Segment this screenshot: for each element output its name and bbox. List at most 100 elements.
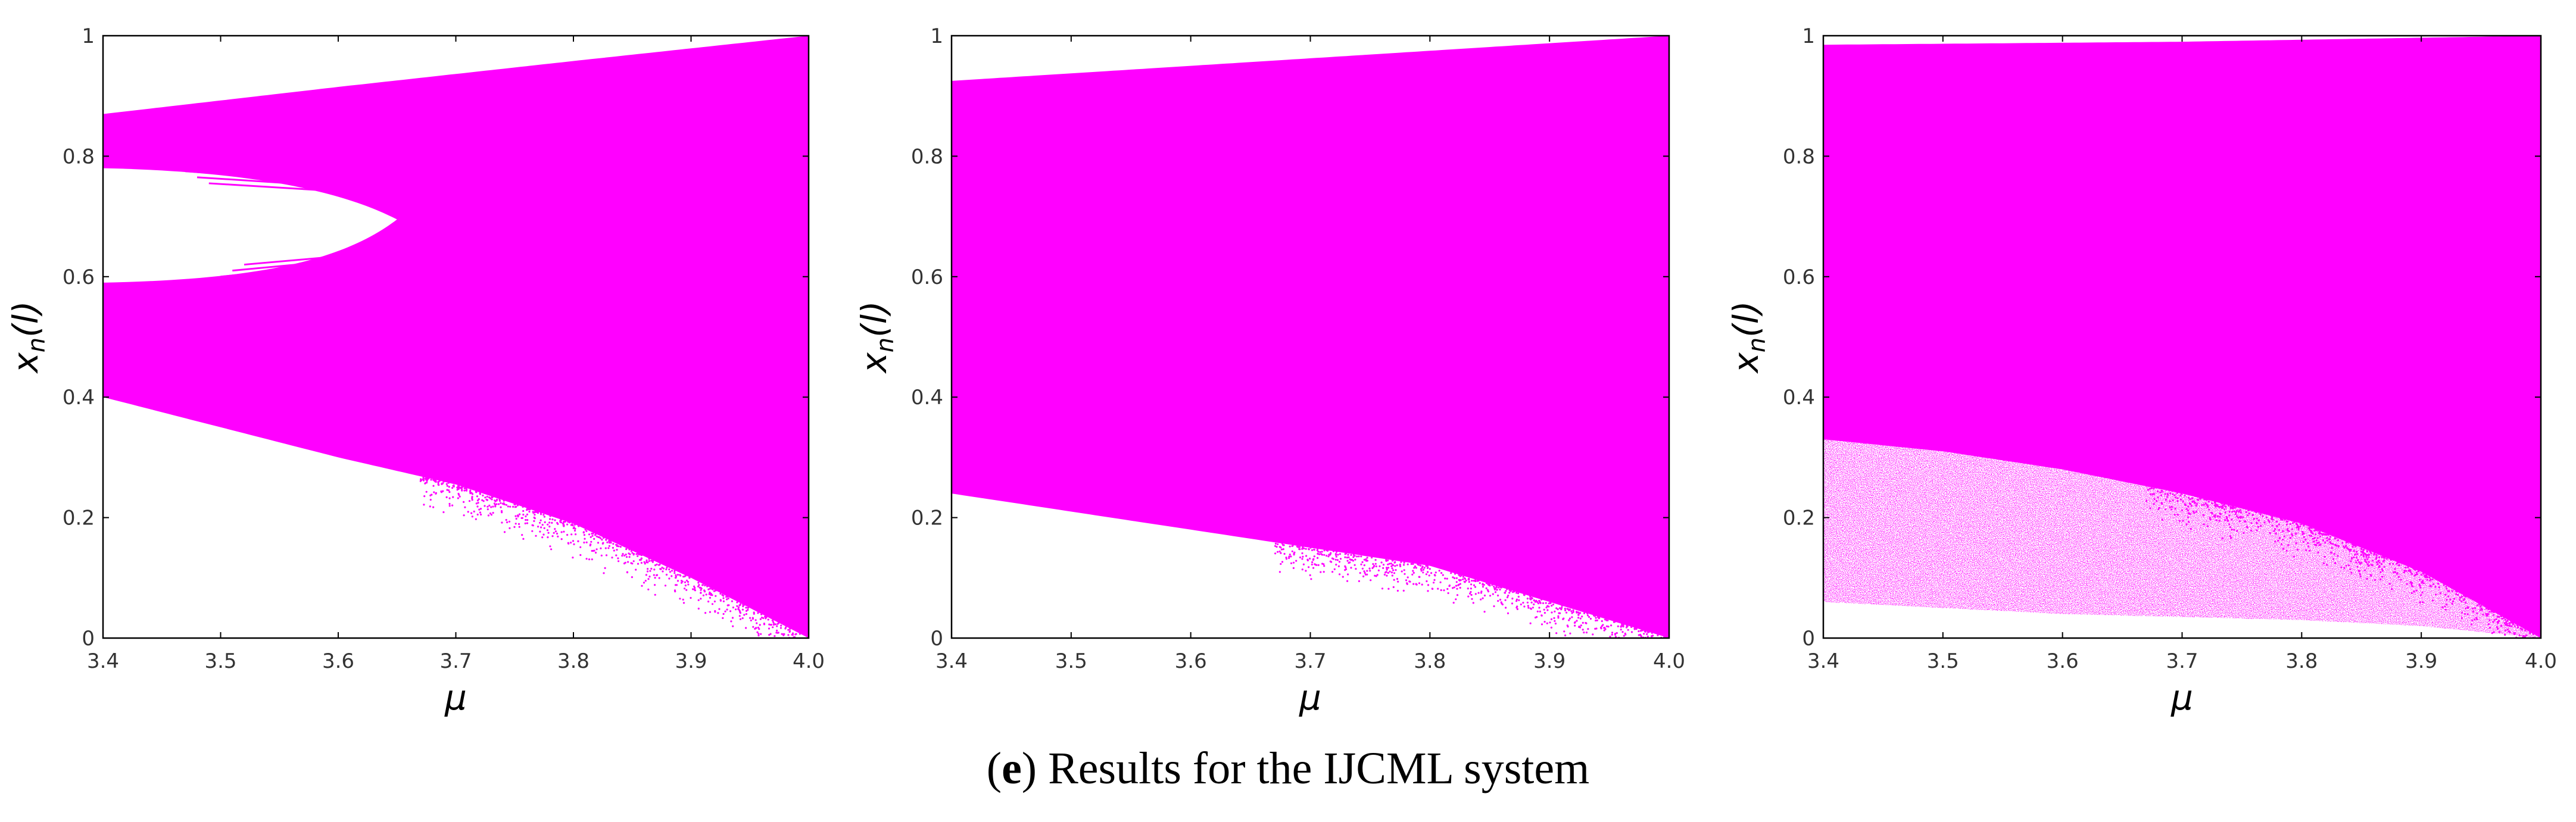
fringe-point	[727, 597, 729, 600]
fringe-point	[2416, 573, 2418, 576]
fringe-point	[1301, 568, 1303, 571]
fringe-point	[2303, 536, 2305, 538]
fringe-point	[647, 568, 649, 570]
fringe-point	[508, 520, 511, 523]
fringe-point	[2393, 571, 2395, 573]
fringe-point	[682, 598, 684, 601]
fringe-point	[491, 498, 493, 501]
fringe-point	[593, 537, 595, 540]
fringe-point	[1310, 578, 1312, 580]
fringe-point	[572, 557, 574, 559]
fringe-point	[2271, 524, 2274, 527]
fringe-point	[2503, 622, 2506, 624]
fringe-point	[486, 495, 488, 498]
fringe-point	[1428, 574, 1430, 577]
fringe-point	[1453, 586, 1455, 589]
fringe-point	[2364, 560, 2366, 562]
x-axis-label: μ	[444, 677, 467, 718]
fringe-point	[1350, 554, 1352, 557]
fringe-point	[1387, 587, 1390, 590]
fringe-point	[470, 492, 473, 494]
fringe-point	[488, 496, 491, 499]
fringe-point	[447, 489, 450, 492]
fringe-point	[774, 635, 776, 637]
fringe-point	[1317, 564, 1320, 567]
fringe-point	[703, 589, 706, 592]
fringe-point	[2513, 632, 2515, 635]
fringe-point	[743, 614, 746, 616]
fringe-point	[2277, 539, 2279, 542]
fringe-point	[1277, 543, 1279, 545]
fringe-point	[2153, 493, 2156, 495]
fringe-point	[1401, 570, 1403, 573]
y-tick-label: 0.2	[63, 507, 95, 530]
fringe-point	[2157, 490, 2159, 493]
fringe-point	[643, 582, 645, 584]
fringe-point	[539, 519, 542, 521]
fringe-point	[711, 587, 713, 590]
fringe-point	[2410, 571, 2412, 573]
fringe-point	[542, 533, 545, 536]
x-tick-label: 4.0	[793, 649, 825, 673]
fringe-point	[471, 515, 473, 518]
fringe-point	[2397, 576, 2400, 578]
fringe-point	[1551, 605, 1553, 607]
x-tick-label: 3.9	[675, 649, 707, 673]
fringe-point	[1299, 556, 1302, 559]
fringe-point	[1507, 612, 1510, 614]
fringe-point	[670, 575, 673, 577]
fringe-point	[1305, 555, 1308, 557]
fringe-point	[519, 513, 521, 515]
fringe-point	[1412, 562, 1414, 565]
fringe-point	[2332, 558, 2335, 560]
fringe-point	[2466, 613, 2469, 615]
fringe-point	[2464, 595, 2467, 598]
fringe-point	[1439, 581, 1442, 583]
fringe-point	[1552, 604, 1555, 606]
fringe-point	[440, 491, 443, 493]
fringe-point	[1280, 548, 1283, 551]
fringe-point	[1297, 546, 1299, 548]
fringe-point	[480, 513, 482, 516]
fringe-point	[1418, 582, 1421, 585]
fringe-point	[546, 529, 549, 532]
fringe-point	[1335, 551, 1338, 553]
fringe-point	[1468, 577, 1470, 580]
fringe-point	[643, 561, 645, 563]
fringe-point	[1309, 557, 1311, 560]
fringe-point	[685, 589, 688, 591]
fringe-point	[2145, 499, 2148, 502]
fringe-point	[2428, 576, 2431, 579]
fringe-point	[606, 541, 609, 543]
fringe-point	[1600, 627, 1602, 630]
fringe-point	[637, 562, 640, 565]
fringe-point	[768, 634, 771, 636]
fringe-point	[1467, 587, 1469, 590]
fringe-point	[2196, 498, 2198, 501]
fringe-point	[1375, 565, 1377, 568]
fringe-point	[1339, 558, 1342, 560]
fringe-point	[573, 529, 576, 532]
fringe-point	[2334, 543, 2337, 546]
fringe-point	[1596, 619, 1598, 621]
fringe-point	[1323, 563, 1325, 565]
fringe-point	[2487, 613, 2489, 615]
fringe-point	[2513, 625, 2516, 627]
fringe-point	[630, 550, 632, 552]
fringe-point	[2410, 592, 2413, 595]
fringe-point	[1373, 565, 1376, 567]
fringe-point	[1559, 612, 1561, 614]
fringe-point	[1529, 595, 1532, 598]
fringe-point	[1346, 580, 1349, 582]
fringe-point	[2246, 514, 2248, 517]
x-tick-label: 3.7	[1294, 649, 1326, 673]
fringe-point	[549, 518, 551, 520]
fringe-point	[448, 505, 451, 507]
fringe-point	[1406, 563, 1409, 565]
fringe-point	[2314, 533, 2317, 536]
fringe-point	[1355, 568, 1357, 570]
y-tick-label: 0.8	[1783, 145, 1815, 168]
fringe-point	[2169, 492, 2172, 495]
fringe-point	[1292, 567, 1295, 570]
fringe-points	[1274, 542, 1667, 638]
